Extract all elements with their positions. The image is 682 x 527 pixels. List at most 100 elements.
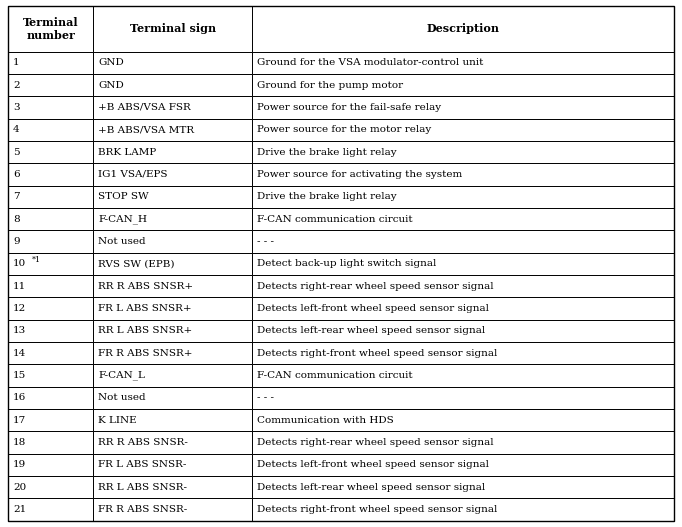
Text: RR R ABS SNSR-: RR R ABS SNSR-	[98, 438, 188, 447]
Bar	[8, 364, 93, 387]
Text: 14: 14	[13, 349, 26, 358]
Text: 7: 7	[13, 192, 20, 201]
Bar	[8, 342, 93, 364]
Bar	[8, 275, 93, 297]
Bar	[252, 431, 674, 454]
Bar	[93, 476, 252, 499]
Text: *1: *1	[32, 256, 41, 264]
Bar	[8, 252, 93, 275]
Text: Not used: Not used	[98, 393, 146, 402]
Text: Terminal sign: Terminal sign	[130, 24, 216, 34]
Text: Detects left-rear wheel speed sensor signal: Detects left-rear wheel speed sensor sig…	[256, 326, 485, 335]
Text: 6: 6	[13, 170, 20, 179]
Bar	[8, 454, 93, 476]
Bar	[93, 208, 252, 230]
Text: IG1 VSA/EPS: IG1 VSA/EPS	[98, 170, 168, 179]
Bar	[252, 141, 674, 163]
Text: 12: 12	[13, 304, 26, 313]
Text: 11: 11	[13, 281, 26, 290]
Bar	[93, 163, 252, 186]
Bar	[252, 387, 674, 409]
Text: Terminal
number: Terminal number	[23, 17, 78, 41]
Text: Drive the brake light relay: Drive the brake light relay	[256, 192, 396, 201]
Bar	[93, 96, 252, 119]
Bar	[8, 230, 93, 252]
Text: Power source for activating the system: Power source for activating the system	[256, 170, 462, 179]
Bar	[252, 499, 674, 521]
Bar	[93, 320, 252, 342]
Bar	[252, 320, 674, 342]
Text: RR L ABS SNSR-: RR L ABS SNSR-	[98, 483, 187, 492]
Bar	[93, 297, 252, 320]
Bar	[8, 431, 93, 454]
Text: FR R ABS SNSR-: FR R ABS SNSR-	[98, 505, 188, 514]
Text: - - -: - - -	[256, 393, 273, 402]
Text: GND: GND	[98, 58, 124, 67]
Text: 4: 4	[13, 125, 20, 134]
Text: 9: 9	[13, 237, 20, 246]
Bar	[252, 52, 674, 74]
Text: 8: 8	[13, 214, 20, 223]
Bar	[93, 499, 252, 521]
Bar	[93, 409, 252, 431]
Bar	[252, 230, 674, 252]
Text: Communication with HDS: Communication with HDS	[256, 416, 394, 425]
Text: Detects right-front wheel speed sensor signal: Detects right-front wheel speed sensor s…	[256, 505, 497, 514]
Bar	[8, 163, 93, 186]
Text: 15: 15	[13, 371, 26, 380]
Bar	[93, 230, 252, 252]
Bar	[8, 387, 93, 409]
Bar	[93, 74, 252, 96]
Bar	[8, 6, 93, 52]
Bar	[252, 163, 674, 186]
Text: 21: 21	[13, 505, 26, 514]
Bar	[252, 297, 674, 320]
Bar	[8, 476, 93, 499]
Text: STOP SW: STOP SW	[98, 192, 149, 201]
Text: F-CAN_L: F-CAN_L	[98, 370, 145, 380]
Bar	[93, 119, 252, 141]
Text: 16: 16	[13, 393, 26, 402]
Bar	[252, 6, 674, 52]
Text: Detects left-rear wheel speed sensor signal: Detects left-rear wheel speed sensor sig…	[256, 483, 485, 492]
Text: Detects right-rear wheel speed sensor signal: Detects right-rear wheel speed sensor si…	[256, 281, 493, 290]
Text: 10: 10	[13, 259, 26, 268]
Text: 18: 18	[13, 438, 26, 447]
Text: 5: 5	[13, 148, 20, 157]
Bar	[93, 454, 252, 476]
Bar	[93, 275, 252, 297]
Text: RVS SW (EPB): RVS SW (EPB)	[98, 259, 175, 268]
Text: K LINE: K LINE	[98, 416, 137, 425]
Bar	[93, 252, 252, 275]
Text: 2: 2	[13, 81, 20, 90]
Bar	[252, 476, 674, 499]
Bar	[93, 141, 252, 163]
Text: Power source for the fail-safe relay: Power source for the fail-safe relay	[256, 103, 441, 112]
Text: Detects right-rear wheel speed sensor signal: Detects right-rear wheel speed sensor si…	[256, 438, 493, 447]
Bar	[8, 74, 93, 96]
Text: BRK LAMP: BRK LAMP	[98, 148, 156, 157]
Bar	[252, 454, 674, 476]
Bar	[8, 141, 93, 163]
Bar	[93, 52, 252, 74]
Text: GND: GND	[98, 81, 124, 90]
Text: Detects left-front wheel speed sensor signal: Detects left-front wheel speed sensor si…	[256, 460, 488, 470]
Bar	[252, 275, 674, 297]
Text: F-CAN_H: F-CAN_H	[98, 214, 147, 224]
Text: Drive the brake light relay: Drive the brake light relay	[256, 148, 396, 157]
Bar	[8, 320, 93, 342]
Text: 17: 17	[13, 416, 26, 425]
Bar	[93, 431, 252, 454]
Bar	[252, 96, 674, 119]
Text: Ground for the pump motor: Ground for the pump motor	[256, 81, 402, 90]
Text: - - -: - - -	[256, 237, 273, 246]
Text: 13: 13	[13, 326, 26, 335]
Bar	[252, 208, 674, 230]
Text: RR L ABS SNSR+: RR L ABS SNSR+	[98, 326, 192, 335]
Text: FR R ABS SNSR+: FR R ABS SNSR+	[98, 349, 192, 358]
Text: RR R ABS SNSR+: RR R ABS SNSR+	[98, 281, 193, 290]
Bar	[93, 6, 252, 52]
Text: 20: 20	[13, 483, 26, 492]
Bar	[252, 74, 674, 96]
Bar	[252, 186, 674, 208]
